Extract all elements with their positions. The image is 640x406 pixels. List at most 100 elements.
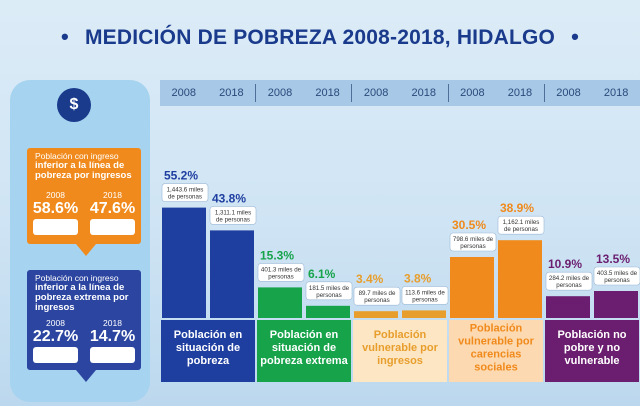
data-label-3-2018: 38.9% [500, 201, 534, 215]
people-box-1-2008 [257, 263, 305, 282]
category-label-2: ingresos [377, 355, 423, 367]
year-header-bar: 2008 2018 2008 2018 2008 2018 2008 2018 2008 2018 [160, 80, 640, 106]
bar-4-2018 [594, 291, 638, 318]
people-label-3-2008: 798.6 miles de [453, 236, 494, 243]
bar-1-2018 [306, 305, 350, 318]
people-label-2-2018: personas [412, 296, 437, 303]
bar-1-2008 [258, 287, 302, 318]
header-year-1-2018: 2018 [315, 87, 340, 99]
header-year-1-2008: 2008 [267, 87, 293, 99]
category-label-0: Población en [174, 329, 243, 341]
category-label-1: situación de [272, 342, 336, 354]
page-title: • MEDICIÓN DE POBREZA 2008-2018, HIDALGO… [61, 24, 579, 49]
income-below-year-b: 2018 [103, 190, 122, 200]
people-box-2-2008 [353, 286, 401, 306]
people-label-3-2008: personas [460, 243, 485, 250]
income-below-pct-b: 47.6% [89, 200, 136, 217]
income-below-people-b: 1,424.7 miles de personas [90, 219, 135, 235]
header-separator [447, 84, 449, 102]
income-extreme-year-b: 2018 [103, 318, 122, 328]
income-extreme-pct-a: 22.7% [32, 328, 79, 345]
people-label-1-2008: 401.3 miles de [261, 266, 302, 273]
category-label-3: sociales [474, 362, 517, 374]
people-box-4-2008 [545, 271, 593, 291]
people-label-2-2018: 113.6 miles de [405, 289, 445, 296]
income-below-label-bold: inferior a la línea de pobreza por ingre… [35, 160, 132, 181]
data-label-4-2008: 10.9% [548, 257, 582, 271]
category-label-3: vulnerable por [458, 336, 535, 348]
income-extreme-pointer [76, 370, 96, 382]
category-label-4: vulnerable [564, 355, 619, 367]
header-separator [351, 84, 353, 102]
category-label-3: carencias [471, 349, 522, 361]
data-label-0-2018: 43.8% [212, 191, 246, 205]
income-extreme-label-bold: inferior a la línea de pobreza extrema p… [35, 282, 129, 313]
income-below-pct-a: 58.6% [32, 200, 79, 217]
people-label-1-2008: personas [268, 273, 293, 280]
people-label-2-2008: personas [364, 297, 389, 304]
people-box-3-2008 [449, 232, 497, 252]
category-label-2: vulnerable por [362, 342, 439, 354]
data-label-1-2018: 6.1% [308, 267, 336, 281]
bar-3-2008 [450, 257, 494, 318]
people-label-1-2018: 181.5 miles de [309, 285, 350, 292]
data-label-2-2018: 3.8% [404, 271, 432, 285]
title-text: MEDICIÓN DE POBREZA 2008-2018, HIDALGO [84, 26, 556, 49]
bar-0-2008 [162, 207, 206, 318]
people-label-0-2018: 1,311.1 miles [215, 209, 251, 216]
income-extreme-label: Población con ingreso [35, 273, 119, 283]
bar-4-2008 [546, 296, 590, 318]
income-below-label: Población con ingreso [35, 151, 119, 161]
people-box-2-2018 [401, 286, 449, 305]
data-label-0-2008: 55.2% [164, 169, 198, 183]
income-below-poverty-box: Población con ingreso inferior a la líne… [27, 148, 141, 244]
people-label-2-2008: 89.7 miles de [359, 290, 396, 297]
header-year-3-2008: 2008 [460, 87, 485, 99]
income-below-people-a: 1,533.3 miles de personas [33, 219, 78, 235]
category-label-1: pobreza extrema [260, 355, 348, 367]
header-year-3-2018: 2018 [507, 87, 533, 99]
header-year-2-2008: 2008 [363, 87, 389, 99]
category-box-4 [545, 320, 639, 382]
people-box-1-2018 [305, 281, 353, 301]
category-label-0: situación de [176, 342, 240, 354]
header-year-4-2018: 2018 [603, 87, 629, 99]
category-label-0: pobreza [187, 355, 230, 367]
category-box-0 [161, 320, 255, 382]
people-label-0-2008: de personas [168, 194, 202, 201]
category-label-3: Población [470, 323, 523, 335]
category-box-2 [353, 320, 447, 382]
income-extreme-people-b: 439.0 miles de personas [90, 347, 135, 363]
people-box-3-2018 [497, 215, 545, 235]
category-label-4: pobre y no [564, 342, 621, 354]
bar-3-2018 [498, 240, 542, 318]
people-box-0-2018 [209, 206, 257, 225]
category-label-2: Población [374, 329, 427, 341]
category-box-3 [449, 320, 543, 382]
header-separator [543, 84, 545, 102]
data-label-3-2008: 30.5% [452, 218, 486, 232]
data-label-2-2008: 3.4% [356, 272, 384, 286]
category-label-1: Población en [270, 329, 339, 341]
income-extreme-box: Población con ingreso inferior a la líne… [27, 270, 141, 370]
people-label-4-2018: personas [604, 277, 629, 284]
income-extreme-year-a: 2008 [46, 318, 65, 328]
data-label-1-2008: 15.3% [260, 248, 294, 262]
people-label-3-2018: 1,162.1 miles [503, 219, 540, 226]
people-box-4-2018 [593, 266, 640, 286]
category-label-4: Población no [557, 329, 626, 341]
income-below-year-a: 2008 [46, 190, 65, 200]
bar-0-2018 [210, 230, 254, 318]
header-separator [255, 84, 257, 102]
people-label-4-2008: 284.2 miles de [549, 275, 590, 282]
people-label-0-2018: de personas [216, 216, 250, 223]
bar-2-2018 [402, 310, 446, 318]
people-label-4-2018: 403.5 miles de [597, 270, 638, 277]
people-label-3-2018: de personas [504, 226, 538, 233]
data-label-4-2018: 13.5% [596, 252, 630, 266]
income-extreme-pct-b: 14.7% [89, 328, 136, 345]
income-below-pointer [76, 244, 96, 256]
header-year-0-2008: 2008 [171, 87, 197, 99]
people-label-0-2008: 1,443.6 miles [167, 187, 204, 194]
